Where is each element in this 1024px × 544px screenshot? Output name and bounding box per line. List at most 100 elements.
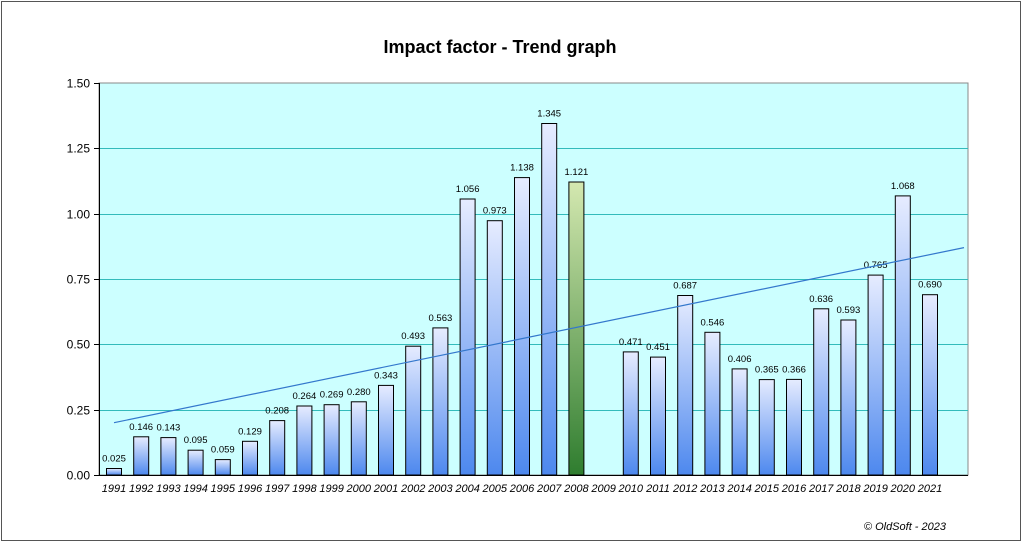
bar-2016	[786, 378, 802, 476]
data-label-2006: 1.138	[510, 163, 534, 174]
x-tick-label-2009: 2009	[590, 483, 615, 495]
data-label-2003: 0.563	[429, 313, 453, 324]
data-label-2008: 1.121	[565, 167, 589, 178]
data-label-2010: 0.471	[619, 337, 643, 348]
x-tick-label-2002: 2002	[400, 483, 425, 495]
bar-1992	[133, 436, 150, 476]
x-tick-label-2010: 2010	[618, 483, 644, 495]
x-tick-label-2005: 2005	[482, 483, 508, 495]
bar-1993	[160, 437, 177, 476]
bar-2000	[350, 401, 367, 476]
x-tick-label-1991: 1991	[102, 483, 126, 495]
data-label-2020: 1.068	[891, 181, 915, 192]
data-label-1991: 0.025	[102, 454, 126, 465]
x-tick-label-2011: 2011	[645, 483, 670, 495]
x-tick-label-2000: 2000	[346, 483, 372, 495]
x-tick-label-2007: 2007	[536, 483, 562, 495]
data-label-2012: 0.687	[673, 281, 697, 292]
y-tick-label: 0.75	[67, 273, 91, 287]
x-tick-label-2021: 2021	[917, 483, 942, 495]
x-tick-label-2018: 2018	[835, 483, 861, 495]
x-tick-label-2013: 2013	[699, 483, 725, 495]
data-label-2021: 0.690	[918, 280, 942, 291]
x-tick-label-2004: 2004	[454, 483, 479, 495]
data-label-2004: 1.056	[456, 184, 480, 195]
bars	[106, 123, 938, 476]
y-axis-ticks: 0.00 0.25 0.50 0.75 1.00 1.25 1.50	[67, 77, 99, 483]
bar-2002	[405, 345, 422, 476]
bar-2013	[704, 331, 721, 476]
data-label-1992: 0.146	[129, 422, 153, 433]
y-tick-label: 0.50	[67, 338, 91, 352]
x-tick-label-2017: 2017	[808, 483, 834, 495]
x-tick-label-2003: 2003	[427, 483, 453, 495]
chart-title: Impact factor - Trend graph	[383, 37, 616, 57]
bar-2017	[813, 308, 830, 476]
bar-1999	[323, 404, 340, 476]
data-label-2001: 0.343	[374, 370, 398, 381]
x-axis-labels: 1991 1992 1993 1994 1995 1996 1997 1998 1999 2000…	[102, 483, 942, 495]
bar-1995	[214, 459, 231, 476]
data-label-1996: 0.129	[238, 426, 262, 437]
y-tick-label: 1.25	[67, 142, 91, 156]
x-tick-label-2012: 2012	[672, 483, 697, 495]
data-label-2018: 0.593	[837, 305, 861, 316]
x-tick-label-2015: 2015	[754, 483, 780, 495]
bar-1991	[106, 468, 122, 476]
bar-1994	[187, 449, 204, 476]
x-tick-label-2008: 2008	[563, 483, 589, 495]
y-tick-label: 0.00	[67, 469, 91, 483]
data-label-1994: 0.095	[184, 435, 208, 446]
data-label-2014: 0.406	[728, 354, 752, 365]
bar-2005	[486, 220, 503, 476]
data-label-2002: 0.493	[401, 331, 425, 342]
bar-1997	[269, 420, 286, 476]
bar-2003	[432, 327, 449, 476]
bar-2006	[514, 177, 530, 476]
x-tick-label-2006: 2006	[509, 483, 535, 495]
y-tick-label: 1.00	[67, 208, 91, 222]
bar-2018	[840, 319, 857, 476]
data-label-1999: 0.269	[320, 390, 344, 401]
x-tick-label-1998: 1998	[292, 483, 317, 495]
bar-2021	[922, 294, 938, 476]
data-label-1997: 0.208	[265, 406, 289, 417]
x-tick-label-1999: 1999	[319, 483, 343, 495]
bar-1996	[242, 440, 258, 476]
data-label-2005: 0.973	[483, 206, 507, 217]
y-tick-label: 0.25	[67, 404, 91, 418]
x-tick-label-1995: 1995	[211, 483, 236, 495]
x-tick-label-2014: 2014	[726, 483, 751, 495]
x-tick-label-1997: 1997	[265, 483, 290, 495]
x-tick-label-2016: 2016	[781, 483, 807, 495]
bar-2004	[459, 198, 476, 476]
data-label-2007: 1.345	[537, 109, 561, 120]
x-tick-label-1992: 1992	[129, 483, 153, 495]
trendline	[113, 247, 965, 424]
bar-2007	[541, 123, 558, 476]
x-tick-label-1996: 1996	[238, 483, 263, 495]
data-label-2011: 0.451	[646, 342, 670, 353]
bar-2015	[758, 379, 775, 476]
data-label-1995: 0.059	[211, 445, 235, 456]
bar-2011	[650, 356, 666, 476]
x-tick-label-2020: 2020	[890, 483, 916, 495]
x-tick-label-1993: 1993	[156, 483, 181, 495]
x-tick-label-1994: 1994	[183, 483, 207, 495]
bar-1998	[296, 405, 313, 476]
bar-2014	[731, 368, 748, 476]
data-label-2015: 0.365	[755, 365, 779, 376]
bar-2010	[622, 351, 639, 476]
x-tick-label-2001: 2001	[373, 483, 398, 495]
bar-2012	[677, 295, 694, 476]
bar-2019	[867, 274, 884, 476]
copyright-text: © OldSoft - 2023	[864, 521, 947, 533]
data-label-1998: 0.264	[293, 391, 317, 402]
data-label-2000: 0.280	[347, 387, 371, 398]
x-tick-label-2019: 2019	[862, 483, 887, 495]
y-tick-label: 1.50	[67, 77, 91, 91]
data-label-2017: 0.636	[809, 294, 833, 305]
